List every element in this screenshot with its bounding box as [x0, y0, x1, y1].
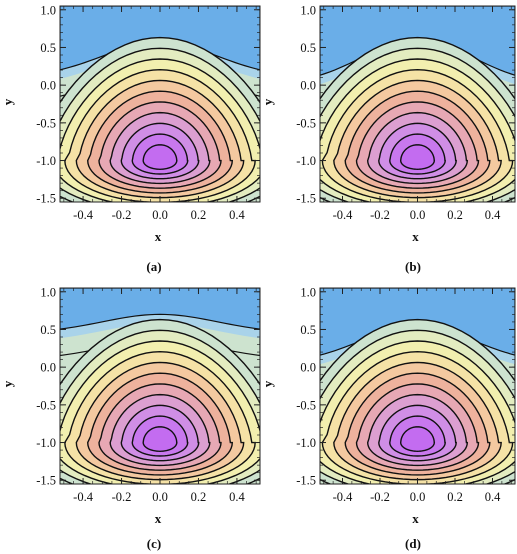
y-tick-label: 0.5 [300, 323, 316, 337]
x-axis-title: x [412, 511, 419, 526]
y-axis-title: y [0, 98, 15, 105]
x-tick-label: -0.4 [333, 208, 354, 222]
panel-caption: (d) [405, 536, 421, 551]
x-tick-label: 0.4 [485, 208, 501, 222]
x-tick-label: -0.2 [112, 208, 132, 222]
x-tick-label: 0.2 [191, 490, 207, 504]
y-tick-label: -1.5 [36, 474, 56, 488]
y-tick-label: -1.0 [36, 154, 56, 168]
y-axis-title: y [260, 98, 275, 105]
x-tick-label: -0.4 [333, 490, 354, 504]
x-tick-label: -0.4 [73, 208, 94, 222]
y-tick-label: -0.5 [296, 116, 316, 130]
contour-panel-b: -0.4 -0.2 0.0 0.2 0.4 1.0 0.5 0.0 -0.5 -1.0 -1.5 x y… [260, 3, 516, 274]
y-tick-label: -1.5 [36, 192, 56, 206]
x-tick-label: 0.4 [229, 208, 245, 222]
panel-caption: (a) [146, 259, 161, 274]
y-axis-title: y [0, 380, 15, 387]
y-tick-label: -0.5 [36, 116, 56, 130]
y-tick-label: 1.0 [40, 3, 56, 17]
x-tick-label: -0.2 [370, 208, 390, 222]
panel-caption: (c) [147, 536, 161, 551]
y-tick-label: 0.0 [300, 361, 316, 375]
y-tick-label: 0.5 [300, 41, 316, 55]
y-tick-label: 0.0 [40, 361, 56, 375]
x-axis-title: x [155, 511, 162, 526]
contour-panel-d: -0.4 -0.2 0.0 0.2 0.4 1.0 0.5 0.0 -0.5 -1.0 -1.5 x y… [260, 285, 516, 551]
x-tick-label: 0.2 [447, 490, 463, 504]
y-tick-label: 0.0 [40, 79, 56, 93]
y-tick-label: -1.5 [296, 192, 316, 206]
y-tick-label: -1.0 [296, 436, 316, 450]
y-tick-label: -1.5 [296, 474, 316, 488]
x-tick-label: -0.2 [370, 490, 390, 504]
y-tick-label: 0.5 [40, 41, 56, 55]
y-axis-title: y [260, 380, 275, 387]
contour-panel-a: -0.4 -0.2 0.0 0.2 0.4 1.0 0.5 0.0 -0.5 -1.0 -1.5 x y… [0, 3, 261, 274]
top-flat-region [60, 288, 260, 330]
y-tick-label: -1.0 [36, 436, 56, 450]
contour-line [142, 426, 178, 452]
contour-panel-c: -0.4 -0.2 0.0 0.2 0.4 1.0 0.5 0.0 -0.5 -1.0 -1.5 x y… [0, 285, 261, 551]
x-tick-label: 0.2 [191, 208, 207, 222]
x-tick-label: -0.4 [73, 490, 94, 504]
contour-line [142, 144, 178, 170]
y-tick-label: 0.5 [40, 323, 56, 337]
y-tick-label: 1.0 [300, 3, 316, 17]
y-tick-label: -0.5 [296, 398, 316, 412]
panel-caption: (b) [405, 259, 421, 274]
y-tick-label: 0.0 [300, 79, 316, 93]
x-tick-label: 0.4 [229, 490, 245, 504]
y-tick-label: -0.5 [36, 398, 56, 412]
x-tick-label: 0.0 [152, 208, 168, 222]
x-axis-title: x [155, 229, 162, 244]
x-tick-label: 0.2 [447, 208, 463, 222]
y-tick-label: 1.0 [40, 285, 56, 299]
x-tick-label: 0.0 [410, 490, 426, 504]
contour-line [399, 144, 436, 170]
contour-line [399, 426, 436, 452]
x-tick-label: 0.0 [152, 490, 168, 504]
y-tick-label: -1.0 [296, 154, 316, 168]
x-axis-title: x [412, 229, 419, 244]
y-tick-label: 1.0 [300, 285, 316, 299]
x-tick-label: -0.2 [112, 490, 132, 504]
x-tick-label: 0.0 [410, 208, 426, 222]
x-tick-label: 0.4 [485, 490, 501, 504]
